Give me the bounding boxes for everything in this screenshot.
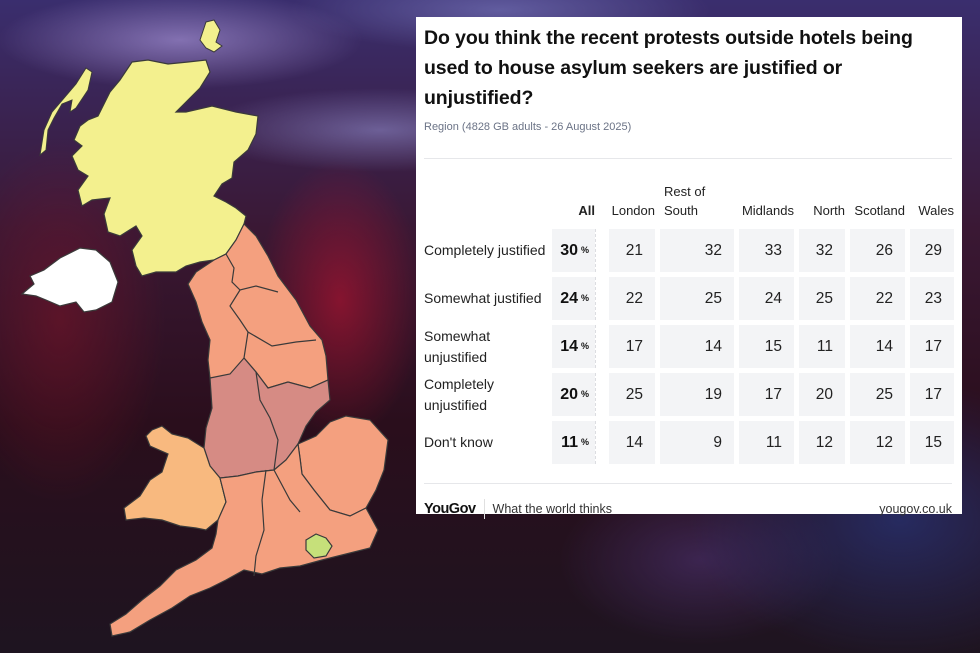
row-label: Somewhat unjustified — [424, 327, 491, 365]
map-midlands-border — [255, 371, 279, 471]
cell-all: 14% — [552, 325, 595, 368]
cell-all: 24% — [552, 277, 595, 320]
cell-north: 25 — [799, 277, 845, 320]
cell-wales: 23 — [910, 277, 954, 320]
header-wales: Wales — [918, 203, 954, 218]
cell-scotland: 25 — [850, 373, 905, 416]
cell-wales: 15 — [910, 421, 954, 464]
row-label: Completely unjustified — [424, 375, 495, 413]
header-london: London — [611, 203, 655, 218]
header-blank — [424, 182, 552, 224]
site-link[interactable]: yougov.co.uk — [879, 502, 952, 516]
cell-midlands: 11 — [739, 421, 794, 464]
map-south-england — [109, 442, 379, 637]
cell-wales: 17 — [910, 325, 954, 368]
map-london — [305, 533, 333, 559]
table-header-row: All London Rest of South Midlands North … — [424, 182, 954, 224]
cell-scotland: 12 — [850, 421, 905, 464]
header-midlands: Midlands — [741, 203, 794, 218]
cell-rest-of-south: 14 — [660, 325, 734, 368]
cell-wales: 17 — [910, 373, 954, 416]
cell-london: 21 — [609, 229, 655, 272]
table-row: Somewhat unjustified 14% 17 14 15 11 14 … — [424, 325, 954, 368]
cell-north: 32 — [799, 229, 845, 272]
cell-north: 12 — [799, 421, 845, 464]
map-wales — [123, 425, 227, 531]
map-hebrides — [39, 67, 93, 157]
cell-scotland: 26 — [850, 229, 905, 272]
table-row: Completely justified 30% 21 32 33 32 26 … — [424, 229, 954, 272]
cell-all: 30% — [552, 229, 595, 272]
table-row: Somewhat justified 24% 22 25 24 25 22 23 — [424, 277, 954, 320]
map-scotland — [71, 59, 259, 277]
table-row: Don't know 11% 14 9 11 12 12 15 — [424, 421, 954, 464]
cell-london: 25 — [609, 373, 655, 416]
cell-london: 14 — [609, 421, 655, 464]
footer: YouGov What the world thinks yougov.co.u… — [424, 484, 952, 534]
yougov-logo: YouGov — [424, 501, 476, 517]
header-all: All — [578, 203, 595, 218]
poll-card: Do you think the recent protests outside… — [416, 17, 962, 519]
cell-london: 22 — [609, 277, 655, 320]
cell-midlands: 24 — [739, 277, 794, 320]
footer-divider — [424, 483, 952, 484]
cell-london: 17 — [609, 325, 655, 368]
cell-all: 11% — [552, 421, 595, 464]
header-sep — [595, 182, 609, 224]
cell-all: 20% — [552, 373, 595, 416]
divider — [424, 158, 952, 159]
table-row: Completely unjustified 20% 25 19 17 20 2… — [424, 373, 954, 416]
results-table: All London Rest of South Midlands North … — [424, 177, 954, 469]
cell-scotland: 14 — [850, 325, 905, 368]
cell-north: 11 — [799, 325, 845, 368]
poll-subtitle: Region (4828 GB adults - 26 August 2025) — [424, 121, 632, 133]
cell-midlands: 15 — [739, 325, 794, 368]
cell-rest-of-south: 25 — [660, 277, 734, 320]
header-rest-of-south: Rest of South — [664, 184, 706, 218]
map-shetland — [199, 19, 223, 53]
header-north: North — [813, 203, 845, 218]
footer-separator — [483, 499, 485, 519]
tagline: What the world thinks — [492, 502, 613, 516]
poll-question-title: Do you think the recent protests outside… — [424, 27, 913, 109]
map-south-borders — [253, 469, 301, 577]
uk-region-map — [0, 0, 420, 653]
row-label: Somewhat justified — [424, 290, 542, 306]
cell-scotland: 22 — [850, 277, 905, 320]
cell-rest-of-south: 9 — [660, 421, 734, 464]
cell-wales: 29 — [910, 229, 954, 272]
cell-rest-of-south: 32 — [660, 229, 734, 272]
header-scotland: Scotland — [854, 203, 905, 218]
row-label: Completely justified — [424, 242, 546, 258]
cell-north: 20 — [799, 373, 845, 416]
map-northern-ireland — [20, 247, 119, 313]
row-label: Don't know — [424, 434, 493, 450]
cell-rest-of-south: 19 — [660, 373, 734, 416]
cell-midlands: 17 — [739, 373, 794, 416]
cell-midlands: 33 — [739, 229, 794, 272]
